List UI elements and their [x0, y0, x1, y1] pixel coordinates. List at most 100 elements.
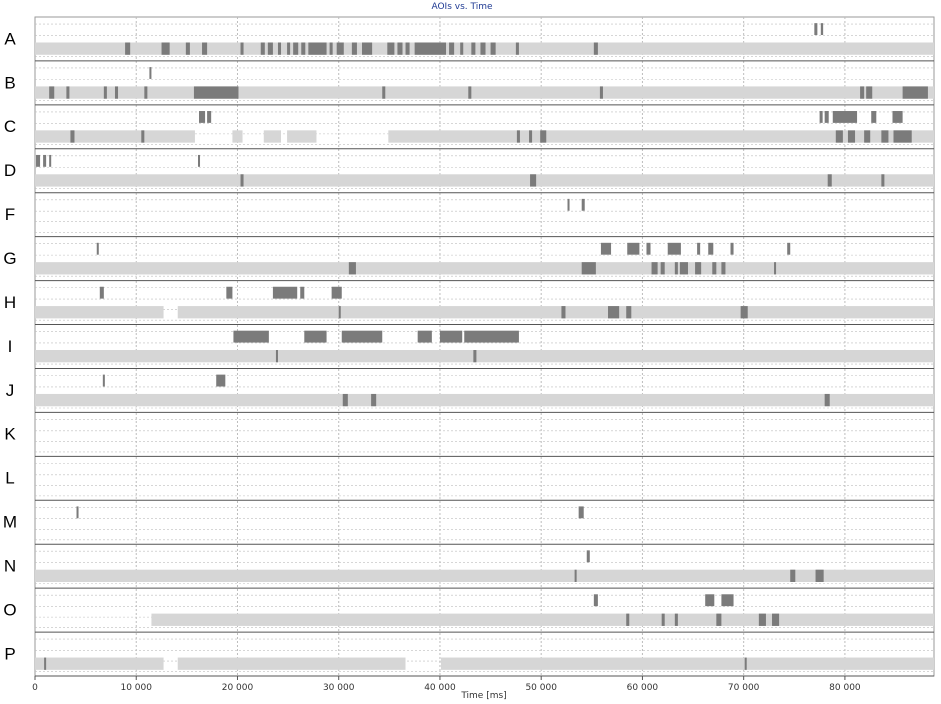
gaze-bar — [35, 350, 934, 363]
x-tick-label: 40 000 — [424, 683, 456, 693]
fixation-mark — [362, 42, 373, 55]
event-mark — [581, 198, 585, 211]
plot-background — [34, 16, 935, 677]
fixation-mark — [267, 42, 273, 55]
row-label: M — [3, 513, 17, 532]
gaze-bar — [35, 569, 934, 582]
event-mark — [814, 23, 818, 36]
vertical-grid — [135, 17, 846, 676]
gaze-bar — [177, 657, 406, 670]
fixation-mark — [329, 42, 333, 55]
event-mark — [646, 242, 651, 255]
event-mark — [586, 550, 590, 563]
fixation-mark — [847, 130, 856, 143]
aoi-row-i: I — [8, 324, 934, 365]
fixation-mark — [336, 42, 344, 55]
x-axis-title: Time [ms] — [460, 691, 506, 701]
aoi-row-h: H — [4, 280, 934, 321]
fixation-mark — [44, 657, 47, 670]
fixation-mark — [141, 130, 145, 143]
fixation-mark — [185, 42, 190, 55]
fixation-mark — [308, 42, 327, 55]
fixation-mark — [695, 262, 702, 275]
event-mark — [233, 330, 269, 343]
event-mark — [730, 242, 734, 255]
event-mark — [593, 594, 598, 607]
aoi-row-m: M — [3, 499, 934, 541]
fixation-mark — [516, 130, 520, 143]
row-label: J — [6, 381, 15, 400]
row-label: C — [4, 117, 16, 136]
fixation-mark — [651, 262, 658, 275]
fixation-mark — [540, 130, 547, 143]
x-tick-label: 20 000 — [222, 683, 254, 693]
event-mark — [627, 242, 640, 255]
event-mark — [417, 330, 432, 343]
fixation-mark — [679, 262, 688, 275]
event-mark — [43, 154, 47, 167]
row-label: D — [4, 161, 16, 180]
aoi-row-f: F — [5, 192, 934, 233]
fixation-mark — [382, 86, 386, 99]
row-label: I — [8, 337, 13, 356]
fixation-mark — [144, 86, 148, 99]
event-mark — [871, 111, 877, 123]
fixation-mark — [387, 42, 395, 55]
x-tick-label: 10 000 — [120, 683, 152, 693]
fixation-mark — [277, 42, 282, 55]
gaze-bar — [35, 174, 934, 187]
row-label: G — [3, 249, 16, 268]
fixation-mark — [674, 613, 678, 626]
fixation-mark — [202, 42, 208, 55]
fixation-mark — [881, 130, 889, 143]
gaze-bar — [35, 130, 195, 143]
fixation-mark — [866, 86, 873, 99]
fixation-mark — [530, 174, 537, 187]
event-mark — [824, 111, 829, 123]
fixation-mark — [593, 42, 598, 55]
fixation-mark — [716, 613, 722, 626]
aoi-row-b: B — [4, 60, 934, 101]
aoi-row-l: L — [5, 455, 934, 497]
aoi-row-p: P — [4, 631, 934, 672]
fixation-mark — [893, 130, 912, 143]
event-mark — [820, 23, 824, 36]
fixation-mark — [240, 42, 244, 55]
fixation-mark — [515, 42, 519, 55]
fixation-mark — [790, 569, 796, 582]
event-mark — [708, 242, 714, 255]
row-label: P — [4, 644, 15, 663]
fixation-mark — [348, 262, 356, 275]
fixation-mark — [260, 42, 265, 55]
fixation-mark — [49, 86, 55, 99]
event-mark — [96, 242, 99, 255]
gaze-bar — [388, 130, 934, 143]
aoi-row-c: C — [4, 104, 934, 145]
fixation-mark — [712, 262, 717, 275]
row-label: K — [4, 425, 16, 444]
x-tick-label: 70 000 — [728, 683, 760, 693]
row-label: H — [4, 293, 16, 312]
fixation-mark — [574, 569, 577, 582]
chart-title: AOIs vs. Time — [431, 2, 493, 12]
fixation-mark — [626, 613, 630, 626]
aoi-row-g: G — [3, 236, 934, 277]
fixation-mark — [561, 306, 566, 319]
gaze-bar — [263, 130, 282, 143]
plot-frame — [34, 16, 935, 677]
fixation-mark — [490, 42, 496, 55]
gaze-bar — [287, 130, 317, 143]
event-mark — [892, 111, 903, 123]
fixation-mark — [772, 613, 780, 626]
x-axis: 0 10 000 20 000 30 000 40 000 50 000 60 000 70 … — [32, 675, 934, 693]
event-mark — [102, 374, 105, 387]
row-label: B — [4, 73, 15, 92]
event-mark — [464, 330, 519, 343]
row-label: N — [4, 557, 16, 576]
row-label: L — [5, 469, 14, 488]
event-mark — [567, 198, 570, 211]
fixation-mark — [468, 86, 472, 99]
fixation-mark — [608, 306, 620, 319]
fixation-mark — [471, 42, 476, 55]
fixation-mark — [125, 42, 131, 55]
